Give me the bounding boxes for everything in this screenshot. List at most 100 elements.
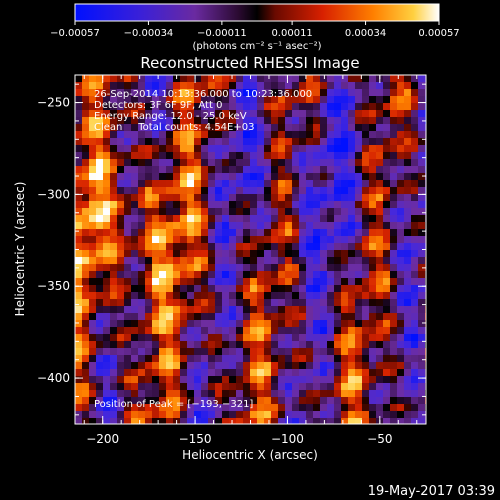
- heatmap-cell: [138, 355, 145, 362]
- heatmap-cell: [201, 89, 208, 96]
- heatmap-cell: [285, 75, 292, 82]
- heatmap-cell: [348, 194, 355, 201]
- heatmap-cell: [166, 320, 173, 327]
- heatmap-cell: [110, 131, 117, 138]
- heatmap-cell: [348, 278, 355, 285]
- heatmap-cell: [369, 117, 376, 124]
- heatmap-cell: [145, 362, 152, 369]
- heatmap-cell: [292, 285, 299, 292]
- heatmap-cell: [257, 362, 264, 369]
- heatmap-cell: [229, 159, 236, 166]
- heatmap-cell: [306, 152, 313, 159]
- colorbar-tick-label: 0.00057: [418, 28, 459, 39]
- heatmap-cell: [243, 397, 250, 404]
- heatmap-cell: [75, 285, 82, 292]
- heatmap-cell: [404, 103, 411, 110]
- heatmap-cell: [390, 201, 397, 208]
- heatmap-cell: [208, 257, 215, 264]
- heatmap-cell: [194, 110, 201, 117]
- heatmap-cell: [383, 411, 390, 418]
- heatmap-cell: [236, 390, 243, 397]
- heatmap-cell: [327, 215, 334, 222]
- heatmap-cell: [327, 96, 334, 103]
- heatmap-cell: [117, 215, 124, 222]
- heatmap-cell: [278, 418, 285, 424]
- heatmap-cell: [243, 320, 250, 327]
- heatmap-cell: [75, 390, 82, 397]
- heatmap-cell: [229, 285, 236, 292]
- heatmap-cell: [96, 355, 103, 362]
- heatmap-cell: [215, 341, 222, 348]
- heatmap-cell: [82, 152, 89, 159]
- heatmap-cell: [327, 334, 334, 341]
- heatmap-cell: [124, 215, 131, 222]
- heatmap-cell: [369, 103, 376, 110]
- heatmap-cell: [271, 138, 278, 145]
- heatmap-cell: [215, 89, 222, 96]
- heatmap-cell: [362, 250, 369, 257]
- heatmap-cell: [285, 201, 292, 208]
- heatmap-cell: [334, 138, 341, 145]
- heatmap-cell: [89, 243, 96, 250]
- heatmap-cell: [362, 159, 369, 166]
- heatmap-cell: [194, 131, 201, 138]
- heatmap-cell: [187, 96, 194, 103]
- heatmap-cell: [166, 334, 173, 341]
- heatmap-cell: [404, 292, 411, 299]
- heatmap-cell: [355, 341, 362, 348]
- heatmap-cell: [341, 313, 348, 320]
- heatmap-cell: [215, 313, 222, 320]
- heatmap-cell: [306, 187, 313, 194]
- heatmap-cell: [194, 264, 201, 271]
- heatmap-cell: [187, 229, 194, 236]
- heatmap-cell: [138, 320, 145, 327]
- heatmap-cell: [355, 383, 362, 390]
- heatmap-cell: [292, 96, 299, 103]
- heatmap-cell: [201, 131, 208, 138]
- heatmap-cell: [383, 194, 390, 201]
- heatmap-cell: [411, 117, 418, 124]
- heatmap-cell: [390, 82, 397, 89]
- heatmap-cell: [411, 264, 418, 271]
- heatmap-cell: [320, 257, 327, 264]
- heatmap-cell: [341, 418, 348, 424]
- heatmap-cell: [187, 201, 194, 208]
- heatmap-cell: [306, 390, 313, 397]
- heatmap-cell: [292, 243, 299, 250]
- heatmap-cell: [299, 271, 306, 278]
- heatmap-cell: [278, 306, 285, 313]
- heatmap-cell: [131, 145, 138, 152]
- heatmap-cell: [278, 292, 285, 299]
- heatmap-cell: [257, 159, 264, 166]
- heatmap-cell: [327, 145, 334, 152]
- heatmap-cell: [292, 397, 299, 404]
- heatmap-cell: [369, 341, 376, 348]
- heatmap-cell: [152, 250, 159, 257]
- heatmap-cell: [341, 341, 348, 348]
- heatmap-cell: [166, 390, 173, 397]
- heatmap-cell: [285, 404, 292, 411]
- heatmap-cell: [257, 152, 264, 159]
- heatmap-cell: [320, 89, 327, 96]
- heatmap-cell: [229, 334, 236, 341]
- heatmap-cell: [145, 383, 152, 390]
- heatmap-cell: [124, 376, 131, 383]
- heatmap-cell: [376, 278, 383, 285]
- heatmap-cell: [180, 278, 187, 285]
- heatmap-cell: [159, 173, 166, 180]
- heatmap-cell: [334, 243, 341, 250]
- heatmap-cell: [397, 208, 404, 215]
- heatmap-cell: [320, 334, 327, 341]
- heatmap-cell: [264, 243, 271, 250]
- heatmap-cell: [383, 89, 390, 96]
- heatmap-cell: [75, 138, 82, 145]
- heatmap-cell: [229, 82, 236, 89]
- heatmap-cell: [173, 215, 180, 222]
- heatmap-cell: [299, 264, 306, 271]
- heatmap-cell: [75, 75, 82, 82]
- heatmap-cell: [418, 131, 425, 138]
- heatmap-cell: [418, 103, 425, 110]
- heatmap-cell: [306, 334, 313, 341]
- heatmap-cell: [418, 285, 425, 292]
- heatmap-cell: [187, 82, 194, 89]
